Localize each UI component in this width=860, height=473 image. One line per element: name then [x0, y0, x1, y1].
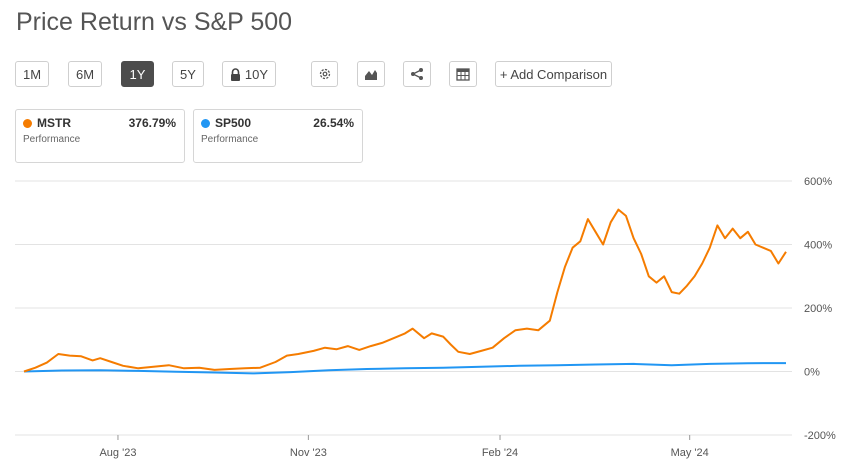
mountain-chart-icon — [365, 70, 377, 80]
y-tick-label: 0% — [804, 367, 820, 379]
chart-type-button[interactable] — [357, 61, 385, 87]
y-tick-label: 400% — [804, 240, 832, 252]
x-tick-label: Nov '23 — [290, 447, 327, 459]
range-button-10y[interactable]: 10Y — [222, 61, 276, 87]
price-return-chart[interactable]: 600% 400% 200% 0% -200% Aug '23 Nov '23 Feb '24… — [0, 170, 860, 473]
add-comparison-button[interactable]: + Add Comparison — [495, 61, 612, 87]
series-color-dot — [23, 119, 32, 128]
performance-label: Performance — [23, 134, 81, 145]
series-color-dot — [201, 119, 210, 128]
legend-card-sp500[interactable]: SP500 26.54% Performance — [193, 109, 363, 163]
series-line-mstr — [23, 208, 787, 373]
ticker-label: SP500 — [215, 116, 252, 130]
performance-value: 26.54% — [313, 116, 354, 130]
legend-card-mstr[interactable]: MSTR 376.79% Performance — [15, 109, 185, 163]
range-button-1m[interactable]: 1M — [15, 61, 49, 87]
x-tick-label: Aug '23 — [99, 447, 136, 459]
x-tick-label: May '24 — [671, 447, 709, 459]
share-icon — [411, 68, 423, 80]
lock-icon — [230, 67, 240, 81]
ticker-label: MSTR — [37, 116, 71, 130]
y-tick-label: 600% — [804, 176, 832, 188]
table-icon — [456, 67, 470, 81]
gear-icon — [319, 68, 330, 80]
share-button[interactable] — [403, 61, 431, 87]
page-title: Price Return vs S&P 500 — [16, 8, 293, 36]
range-button-1y[interactable]: 1Y — [121, 61, 154, 87]
settings-button[interactable] — [311, 61, 338, 87]
y-tick-label: 200% — [804, 303, 832, 315]
y-tick-label: -200% — [804, 430, 836, 442]
performance-label: Performance — [201, 134, 259, 145]
series-line-sp500 — [23, 362, 787, 375]
table-view-button[interactable] — [449, 61, 477, 87]
x-tick-label: Feb '24 — [482, 447, 518, 459]
performance-value: 376.79% — [128, 116, 176, 130]
range-button-5y[interactable]: 5Y — [172, 61, 204, 87]
range-button-6m[interactable]: 6M — [68, 61, 102, 87]
